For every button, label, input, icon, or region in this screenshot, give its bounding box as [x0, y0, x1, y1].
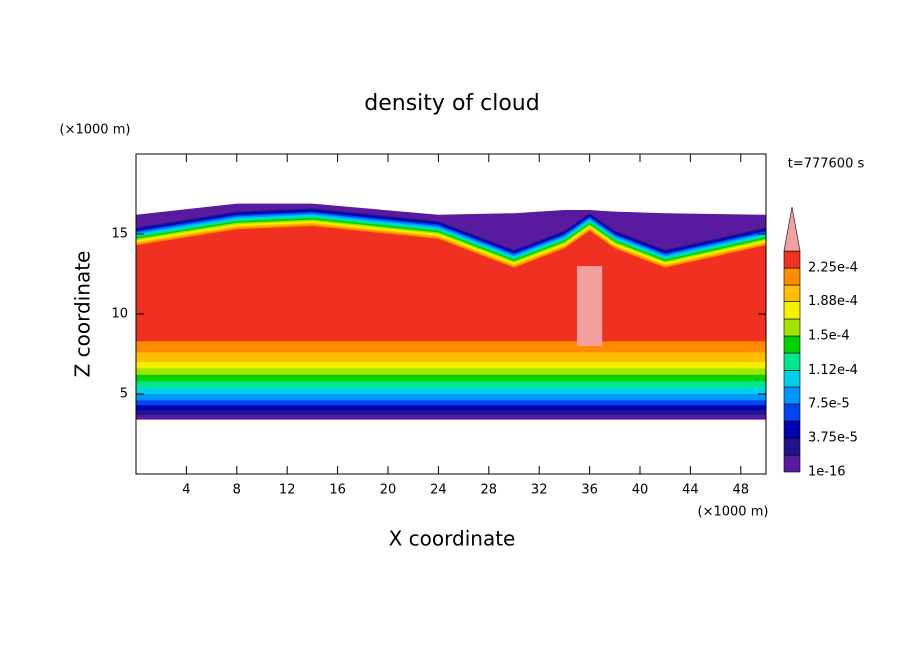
x-tick-label: 8	[233, 483, 241, 498]
colorbar-bin	[783, 301, 801, 320]
x-unit: (×1000 m)	[698, 505, 769, 520]
time-annotation: t=777600 s	[788, 157, 865, 172]
contour-core	[577, 266, 603, 346]
colorbar-label: 1e-16	[808, 465, 846, 480]
y-unit: (×1000 m)	[60, 123, 131, 138]
colorbar-label: 3.75e-5	[808, 431, 858, 446]
colorbar-bin	[783, 370, 801, 388]
x-tick-label: 48	[733, 483, 750, 498]
x-tick-label: 40	[632, 483, 649, 498]
y-tick-label: 10	[111, 307, 128, 322]
x-tick-label: 16	[329, 483, 346, 498]
colorbar-bin	[783, 318, 801, 337]
colorbar-bin	[783, 352, 801, 371]
x-tick-label: 20	[380, 483, 397, 498]
x-tick-label: 12	[279, 483, 296, 498]
colorbar-label: 1.12e-4	[808, 363, 858, 378]
contour-band	[136, 226, 766, 342]
colorbar-label: 1.88e-4	[808, 294, 858, 309]
colorbar-bin	[783, 386, 801, 405]
colorbar-bin	[783, 335, 801, 354]
colorbar-bin	[783, 267, 801, 286]
y-tick-label: 5	[120, 387, 128, 402]
colorbar-extension	[783, 206, 801, 252]
chart-title: density of cloud	[364, 91, 539, 116]
x-tick-label: 32	[531, 483, 548, 498]
colorbar-bin	[783, 403, 801, 422]
colorbar-bin	[783, 420, 801, 439]
x-tick-label: 44	[682, 483, 699, 498]
colorbar-bin	[783, 437, 801, 456]
colorbar-bin	[783, 454, 801, 473]
x-tick-label: 36	[581, 483, 598, 498]
colorbar-label: 2.25e-4	[808, 261, 858, 276]
y-axis-label: Z coordinate	[71, 251, 95, 378]
colorbar-bin	[783, 250, 801, 269]
x-tick-label: 24	[430, 483, 447, 498]
x-tick-label: 28	[481, 483, 498, 498]
x-axis-label: X coordinate	[389, 527, 516, 551]
colorbar-label: 7.5e-5	[808, 397, 850, 412]
y-tick-label: 15	[111, 227, 128, 242]
colorbar-label: 1.5e-4	[808, 329, 850, 344]
x-tick-label: 4	[182, 483, 190, 498]
colorbar-bin	[783, 284, 801, 302]
